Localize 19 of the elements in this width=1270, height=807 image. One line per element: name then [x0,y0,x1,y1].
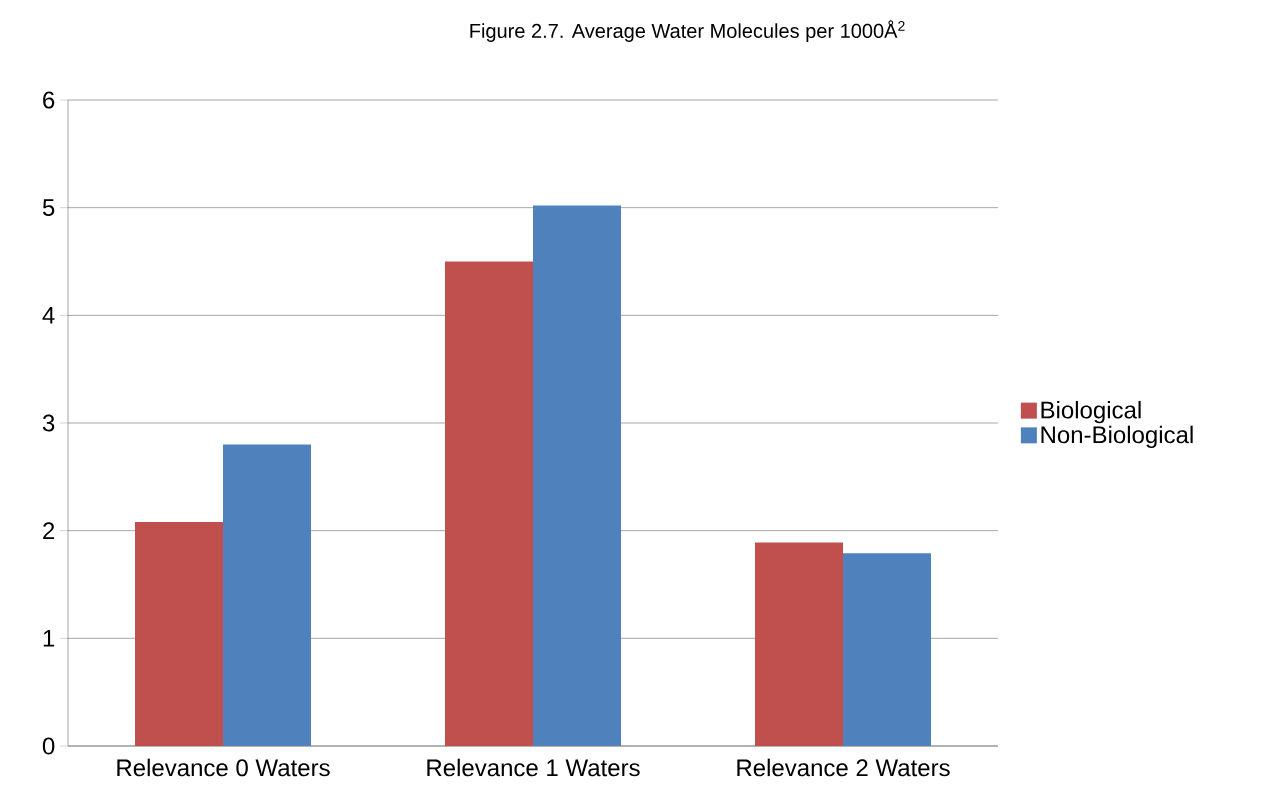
legend-label: Non-Biological [1041,425,1193,449]
bar [223,444,311,746]
y-tick-label: 3 [42,414,55,432]
x-tick-label: Relevance 2 Waters [737,758,950,777]
bar [135,522,223,746]
y-tick-label: 6 [43,91,55,109]
bar [533,205,622,746]
y-tick-label: 4 [42,307,55,324]
x-tick-label: Relevance 0 Waters [117,758,330,777]
bar [445,261,534,746]
bar [843,553,932,746]
x-tick-label: Relevance 1 Waters [427,758,640,777]
legend-label: Biological [1041,400,1141,424]
y-tick-label: 1 [43,630,55,647]
y-tick-label: 0 [42,737,55,755]
y-tick-label: 2 [43,522,55,540]
bar [755,542,844,746]
chart-title: Figure 2.7. Average Water Molecules per 1000Å$^{2}$ [470,20,905,42]
y-tick-label: 5 [42,199,55,217]
